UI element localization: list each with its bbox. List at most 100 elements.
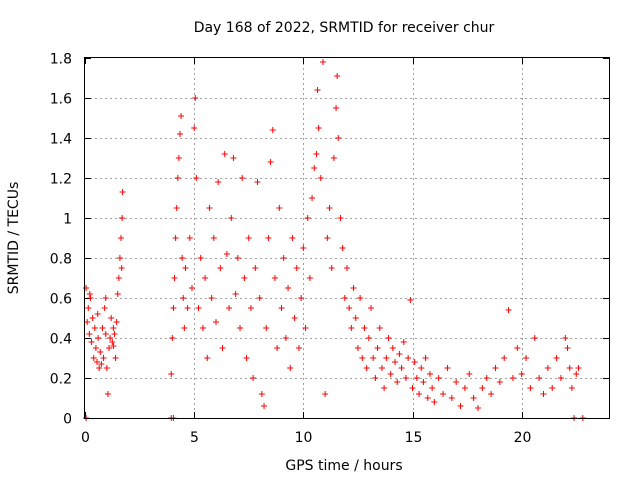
data-point bbox=[199, 325, 206, 331]
gridlines bbox=[85, 58, 609, 418]
data-point bbox=[363, 365, 370, 371]
data-point bbox=[302, 325, 309, 331]
y-tick-label: 1 bbox=[63, 212, 72, 228]
data-point bbox=[350, 285, 357, 291]
data-point bbox=[256, 295, 263, 301]
data-point bbox=[113, 319, 120, 325]
data-point bbox=[258, 391, 265, 397]
data-point bbox=[88, 339, 95, 345]
data-point bbox=[298, 295, 305, 301]
data-point bbox=[549, 385, 556, 391]
data-point bbox=[483, 375, 490, 381]
data-point bbox=[108, 315, 115, 321]
data-point bbox=[540, 391, 547, 397]
data-point bbox=[223, 251, 230, 257]
data-point bbox=[359, 355, 366, 361]
data-point bbox=[175, 155, 182, 161]
x-tick-label: 20 bbox=[514, 430, 532, 446]
data-point bbox=[291, 315, 298, 321]
data-point bbox=[374, 345, 381, 351]
data-point bbox=[566, 365, 573, 371]
data-point bbox=[420, 379, 427, 385]
x-axis-label: GPS time / hours bbox=[285, 458, 402, 474]
data-point bbox=[501, 355, 508, 361]
data-point bbox=[300, 245, 307, 251]
data-point bbox=[293, 265, 300, 271]
data-point bbox=[453, 379, 460, 385]
y-tick-label: 1.8 bbox=[50, 52, 72, 68]
data-point bbox=[170, 305, 177, 311]
data-point bbox=[89, 315, 96, 321]
data-point bbox=[245, 235, 252, 241]
data-point bbox=[278, 305, 285, 311]
data-point bbox=[505, 307, 512, 313]
data-point bbox=[193, 175, 200, 181]
data-point bbox=[295, 345, 302, 351]
data-point bbox=[314, 87, 321, 93]
data-point bbox=[372, 375, 379, 381]
data-point bbox=[85, 305, 92, 311]
data-point bbox=[352, 315, 359, 321]
data-point bbox=[99, 325, 106, 331]
data-point bbox=[83, 285, 90, 291]
data-point bbox=[346, 305, 353, 311]
data-point bbox=[496, 379, 503, 385]
data-point bbox=[531, 335, 538, 341]
data-point bbox=[252, 265, 259, 271]
data-point bbox=[91, 325, 98, 331]
data-point bbox=[226, 305, 233, 311]
data-point bbox=[392, 359, 399, 365]
data-point bbox=[280, 255, 287, 261]
data-point bbox=[418, 365, 425, 371]
data-point bbox=[573, 371, 580, 377]
data-point bbox=[333, 105, 340, 111]
y-tick-label: 0.2 bbox=[50, 372, 72, 388]
data-point bbox=[470, 395, 477, 401]
data-point bbox=[518, 371, 525, 377]
data-point bbox=[334, 73, 341, 79]
data-point bbox=[172, 235, 179, 241]
data-point bbox=[263, 325, 270, 331]
x-tick-label: 0 bbox=[81, 430, 90, 446]
data-point bbox=[195, 305, 202, 311]
data-point bbox=[173, 205, 180, 211]
data-point bbox=[575, 365, 582, 371]
data-point bbox=[376, 325, 383, 331]
data-point bbox=[341, 295, 348, 301]
data-point bbox=[568, 385, 575, 391]
data-point bbox=[109, 339, 116, 345]
data-point bbox=[94, 311, 101, 317]
data-point bbox=[405, 355, 412, 361]
data-point bbox=[387, 371, 394, 377]
data-point bbox=[247, 305, 254, 311]
data-point bbox=[311, 165, 318, 171]
data-point bbox=[101, 305, 108, 311]
tick-labels: 0 0.2 0.4 0.6 0.8 1 1.2 1.4 1.6 1.8 0 5 10 15 20 bbox=[50, 52, 532, 447]
data-point bbox=[261, 403, 268, 409]
y-tick-label: 0 bbox=[63, 412, 72, 428]
y-tick-label: 1.4 bbox=[50, 132, 72, 148]
plot-frame bbox=[84, 57, 610, 419]
data-point bbox=[361, 325, 368, 331]
data-point bbox=[106, 345, 113, 351]
data-point bbox=[178, 113, 185, 119]
data-point bbox=[119, 215, 126, 221]
data-point bbox=[181, 325, 188, 331]
data-point bbox=[429, 385, 436, 391]
y-tick-label: 1.2 bbox=[50, 172, 72, 188]
data-point bbox=[114, 291, 121, 297]
data-point bbox=[309, 195, 316, 201]
data-point bbox=[564, 345, 571, 351]
data-point bbox=[328, 265, 335, 271]
data-point bbox=[250, 375, 257, 381]
data-point bbox=[326, 205, 333, 211]
y-tick-label: 0.4 bbox=[50, 332, 72, 348]
data-point bbox=[562, 335, 569, 341]
chart-title: Day 168 of 2022, SRMTID for receiver chu… bbox=[194, 20, 495, 36]
data-point bbox=[92, 345, 99, 351]
data-point bbox=[116, 255, 123, 261]
data-point bbox=[313, 151, 320, 157]
data-point bbox=[184, 305, 191, 311]
data-point bbox=[409, 385, 416, 391]
